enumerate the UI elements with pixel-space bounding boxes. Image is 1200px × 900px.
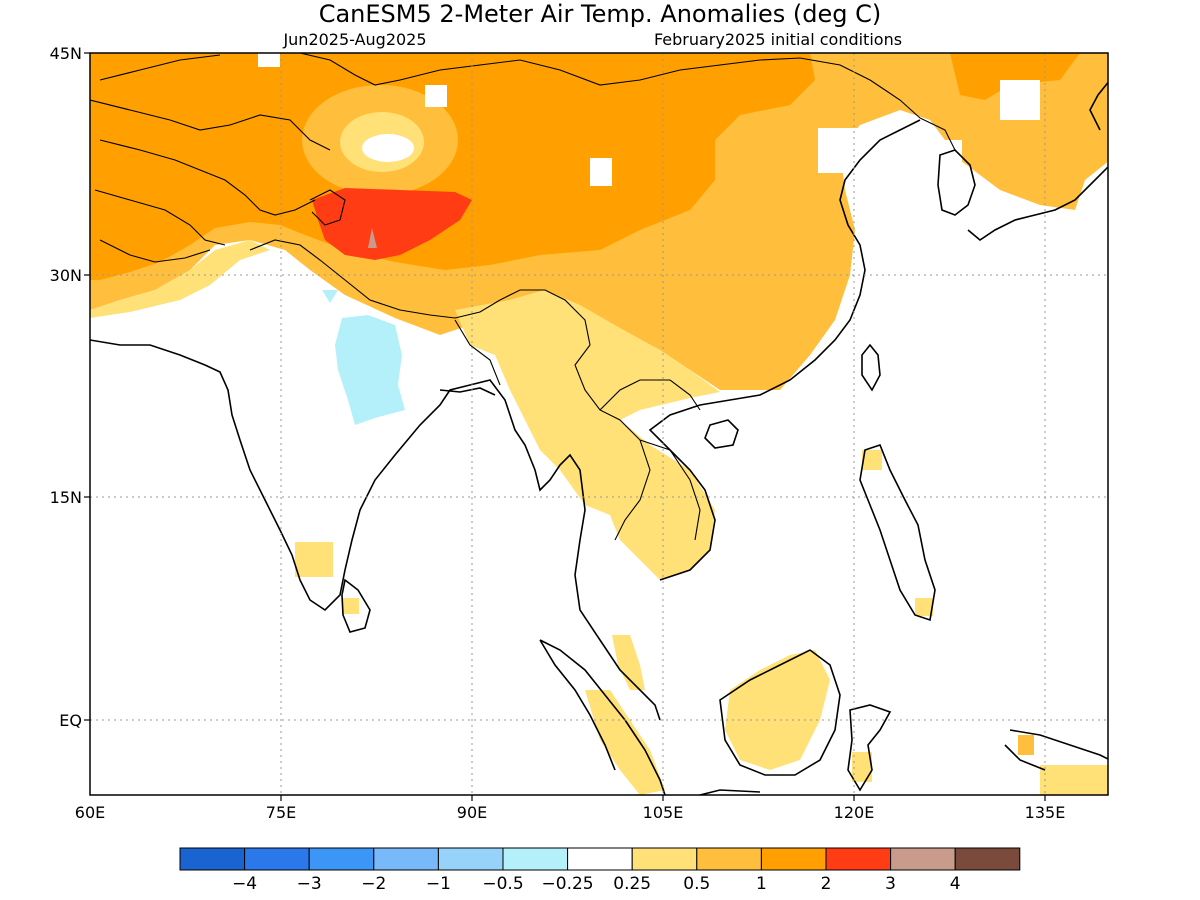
colorbar-swatch: [244, 847, 310, 871]
lon-label: 90E: [457, 803, 487, 822]
anomaly-region-red: [312, 188, 472, 260]
colorbar-label: −3: [297, 874, 322, 894]
longitude-labels: 60E 75E 90E 105E 120E 135E: [75, 803, 1066, 822]
lon-ticks: [280, 795, 1046, 801]
colorbar-label: 0.5: [683, 874, 710, 894]
colorbar-label: 4: [950, 874, 961, 894]
lat-label: 45N: [50, 44, 82, 63]
lat-label: 15N: [50, 488, 82, 507]
map-plot-area: [90, 53, 1108, 795]
gridlines: [90, 53, 1108, 795]
colorbar-swatch: [567, 847, 633, 871]
colorbar-swatch: [502, 847, 569, 871]
lat-ticks: [84, 52, 90, 721]
lon-label: 135E: [1025, 803, 1066, 822]
colorbar-swatch: [890, 847, 956, 871]
colorbar: −4 −3 −2 −1 −0.5 −0.25 0.25 0.5 1 2 3 4: [179, 847, 1021, 894]
colorbar-label: −0.25: [542, 874, 594, 894]
lat-label: EQ: [59, 711, 82, 730]
forecast-period: Jun2025-Aug2025: [282, 30, 426, 49]
colorbar-label: 0.25: [613, 874, 651, 894]
political-borders: [90, 53, 956, 541]
anomaly-region-yellow-srilanka: [343, 598, 359, 614]
colorbar-label: −4: [232, 874, 257, 894]
colorbar-label: −0.5: [482, 874, 523, 894]
colorbar-swatch: [825, 847, 892, 871]
lon-label: 120E: [834, 803, 875, 822]
lon-label: 75E: [266, 803, 296, 822]
lon-label: 60E: [75, 803, 105, 822]
anomaly-region-yellow-mindanao: [915, 598, 933, 616]
colorbar-swatch: [179, 847, 246, 871]
anomaly-region-yellow-indochina: [455, 290, 720, 580]
anomaly-region-yellow-malaya: [612, 635, 645, 690]
colorbar-swatch: [437, 847, 504, 871]
anomaly-region-orange-east: [950, 53, 1080, 100]
anomaly-region-lightorange-newguinea: [1018, 735, 1034, 755]
anomaly-region-orange: [90, 53, 815, 280]
figure-title: CanESM5 2-Meter Air Temp. Anomalies (deg…: [319, 0, 882, 28]
colorbar-swatch: [373, 847, 439, 871]
anomaly-region-yellow-himalaya: [90, 240, 270, 318]
anomaly-region-yellow-sulawesi: [852, 752, 872, 782]
lat-label: 30N: [50, 266, 82, 285]
latitude-labels: 45N 30N 15N EQ: [50, 44, 82, 730]
colorbar-swatch: [954, 847, 1021, 871]
anomaly-region-yellow-sumatra: [585, 690, 665, 795]
colorbar-swatch: [308, 847, 375, 871]
anomaly-region-white-inner: [362, 134, 414, 162]
colorbar-label: 3: [885, 874, 896, 894]
anomaly-region-lightblue-small: [322, 290, 338, 303]
initial-conditions: February2025 initial conditions: [654, 30, 902, 49]
anomaly-region-yellow-india: [295, 542, 333, 577]
colorbar-label: 2: [821, 874, 832, 894]
anomaly-region-yellow-luzon: [862, 450, 882, 470]
coastlines: [90, 81, 1108, 795]
colorbar-label: −1: [426, 874, 451, 894]
colorbar-swatch: [631, 847, 698, 871]
anomaly-region-yellow-newguinea: [1040, 765, 1108, 795]
anomaly-region-lightblue: [335, 315, 405, 425]
anomaly-region-tan: [368, 228, 377, 248]
colorbar-swatch: [760, 847, 827, 871]
colorbar-swatch: [696, 847, 762, 871]
map-frame: [89, 52, 1109, 796]
lon-label: 105E: [643, 803, 684, 822]
colorbar-label: −2: [361, 874, 386, 894]
colorbar-label: 1: [756, 874, 767, 894]
